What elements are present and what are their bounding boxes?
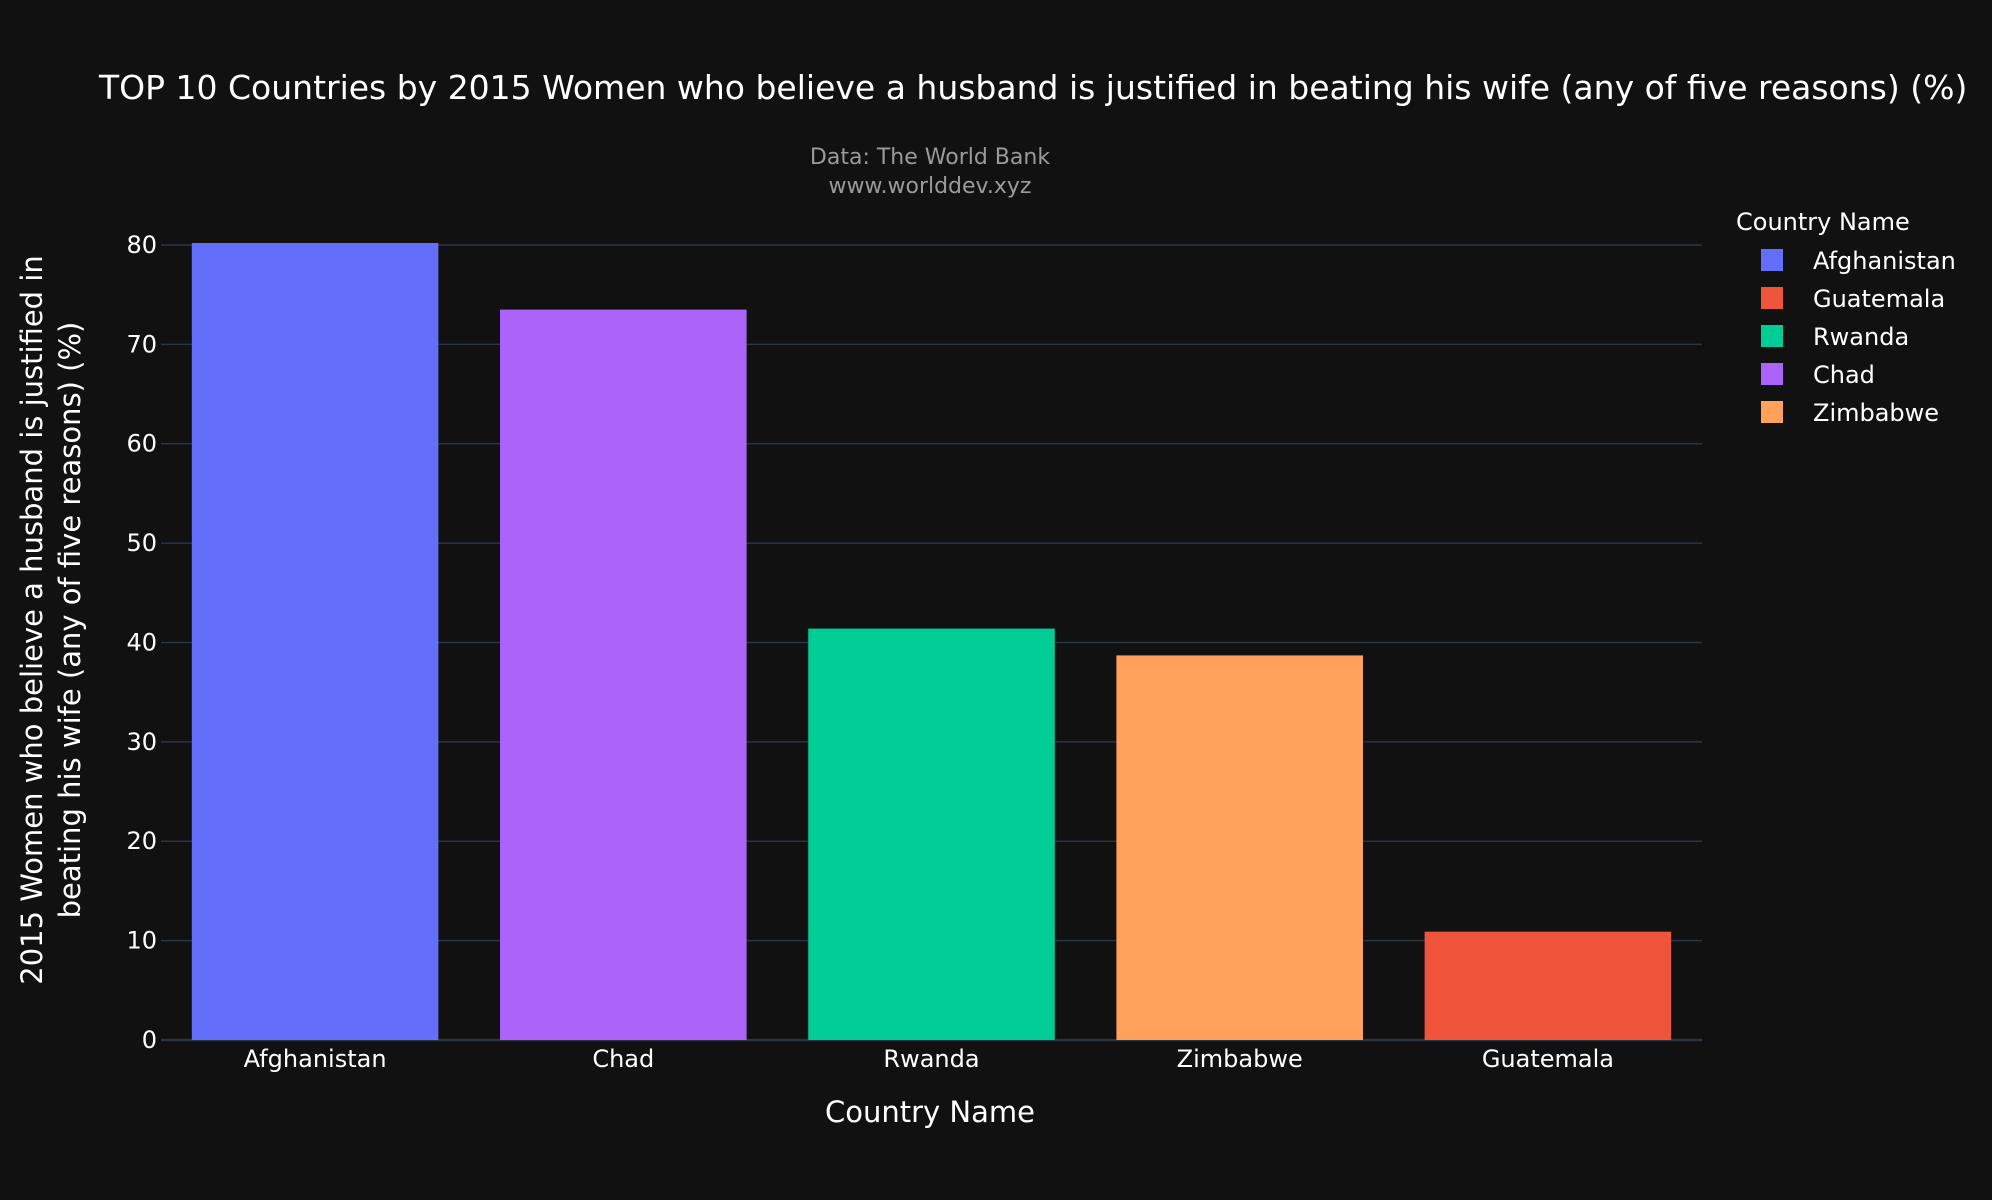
y-tick-label: 0 xyxy=(142,1026,157,1054)
y-tick-label: 70 xyxy=(126,330,157,358)
bar-rwanda xyxy=(808,628,1055,1040)
bar-zimbabwe xyxy=(1116,655,1363,1040)
y-tick-labels: 0 10 20 30 40 50 60 70 80 xyxy=(126,231,157,1054)
chart-subtitle-line-1: Data: The World Bank xyxy=(810,145,1050,170)
x-tick-label: Afghanistan xyxy=(244,1045,387,1073)
legend-swatch-rwanda xyxy=(1761,325,1783,347)
y-tick-label: 30 xyxy=(126,728,157,756)
y-tick-label: 60 xyxy=(126,430,157,458)
bar-chad xyxy=(500,309,747,1041)
legend-swatch-afghanistan xyxy=(1761,249,1783,271)
x-tick-label: Zimbabwe xyxy=(1177,1045,1303,1073)
y-axis-label-line-2: beating his wife (any of five reasons) (… xyxy=(53,322,87,919)
y-tick-label: 10 xyxy=(126,927,157,955)
y-tick-label: 40 xyxy=(126,628,157,656)
y-tick-label: 50 xyxy=(126,529,157,557)
chart-title: TOP 10 Countries by 2015 Women who belie… xyxy=(98,68,1967,107)
y-tick-label: 20 xyxy=(126,827,157,855)
chart-subtitle-line-2: www.worlddev.xyz xyxy=(829,174,1032,199)
bar-guatemala xyxy=(1424,931,1672,1040)
x-tick-labels: Afghanistan Chad Rwanda Zimbabwe Guatemala xyxy=(244,1045,1614,1073)
x-tick-label: Rwanda xyxy=(883,1045,979,1073)
legend-swatch-zimbabwe xyxy=(1761,401,1783,423)
y-axis-label: 2015 Women who believe a husband is just… xyxy=(15,255,87,985)
legend-swatch-chad xyxy=(1761,363,1783,385)
legend-label-afghanistan: Afghanistan xyxy=(1813,247,1956,275)
legend-label-zimbabwe: Zimbabwe xyxy=(1813,399,1939,427)
x-axis-label: Country Name xyxy=(825,1095,1035,1129)
bars xyxy=(191,243,1672,1041)
legend-items: Afghanistan Guatemala Rwanda Chad Zimbabwe xyxy=(1761,247,1956,427)
x-tick-label: Guatemala xyxy=(1482,1045,1614,1073)
y-tick-label: 80 xyxy=(126,231,157,259)
x-tick-label: Chad xyxy=(592,1045,654,1073)
bar-afghanistan xyxy=(191,243,439,1040)
y-axis-label-line-1: 2015 Women who believe a husband is just… xyxy=(15,255,49,985)
legend-swatch-guatemala xyxy=(1761,287,1783,309)
legend-label-rwanda: Rwanda xyxy=(1813,323,1909,351)
legend: Country Name Afghanistan Guatemala Rwanda C… xyxy=(1736,208,1956,427)
legend-title: Country Name xyxy=(1736,208,1910,236)
legend-label-chad: Chad xyxy=(1813,361,1875,389)
legend-label-guatemala: Guatemala xyxy=(1813,285,1945,313)
